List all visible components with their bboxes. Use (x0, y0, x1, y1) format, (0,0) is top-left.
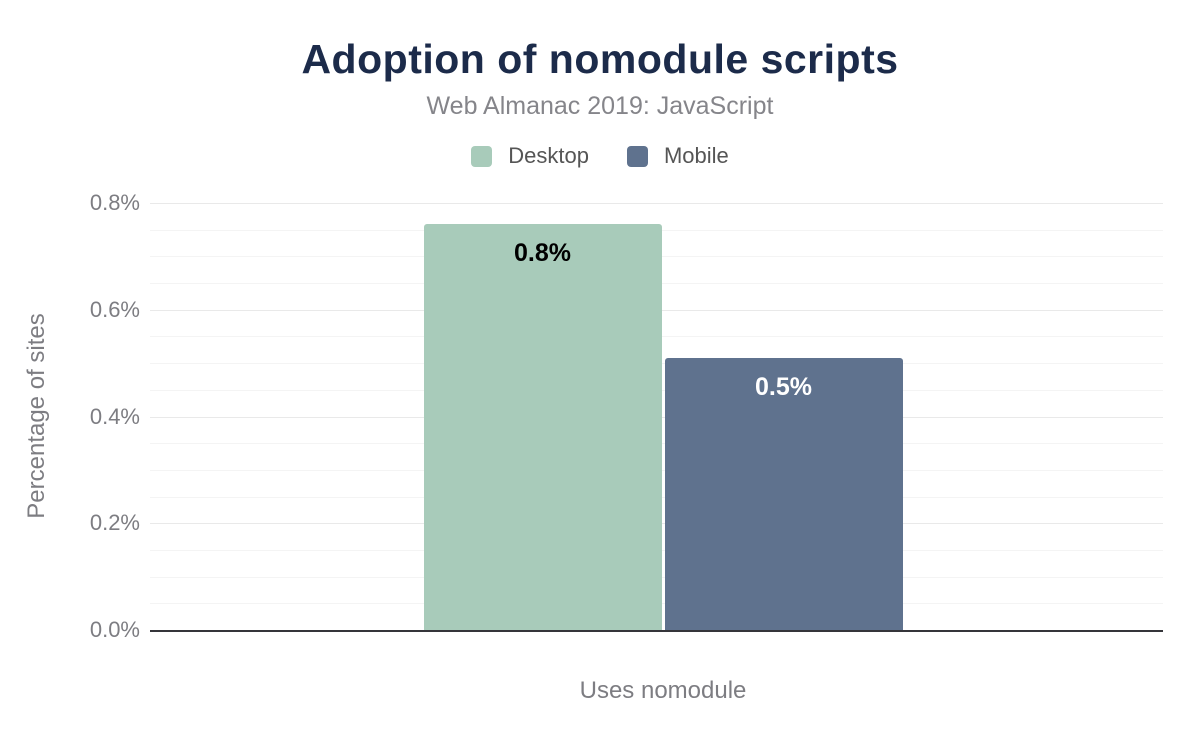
legend-label-desktop: Desktop (508, 143, 589, 168)
legend-label-mobile: Mobile (663, 143, 729, 168)
legend-item-desktop[interactable]: Desktop (471, 143, 589, 169)
legend-swatch-mobile-icon (626, 145, 648, 167)
bar-value-label-desktop: 0.8% (514, 239, 571, 268)
y-tick-label: 0.6% (89, 296, 140, 322)
chart-subtitle: Web Almanac 2019: JavaScript (426, 92, 774, 120)
y-tick-label: 0.0% (89, 617, 140, 642)
bar-desktop[interactable]: 0.8% (423, 224, 662, 630)
bar-value-label-mobile: 0.5% (755, 372, 812, 401)
y-tick-label: 0.8% (89, 190, 140, 215)
legend-swatch-desktop-icon (471, 145, 493, 167)
x-axis-line (150, 630, 1163, 632)
legend: Desktop Mobile (0, 143, 1200, 169)
legend-item-mobile[interactable]: Mobile (626, 143, 729, 169)
x-axis-title: Uses nomodule (579, 677, 747, 704)
y-tick-label: 0.2% (89, 510, 140, 536)
major-gridline (150, 203, 1163, 204)
chart-title: Adoption of nomodule scripts (301, 36, 899, 82)
y-tick-label: 0.4% (89, 403, 140, 429)
bar-mobile[interactable]: 0.5% (664, 357, 903, 630)
y-axis-title: Percentage of sites (23, 313, 50, 519)
